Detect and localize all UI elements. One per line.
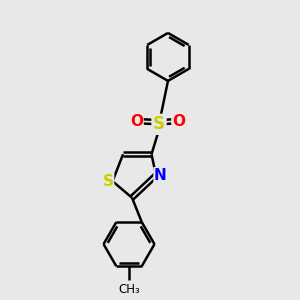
Text: O: O [130, 114, 143, 129]
Text: S: S [153, 115, 165, 133]
Text: O: O [172, 114, 185, 129]
Text: S: S [103, 174, 114, 189]
Text: N: N [154, 168, 167, 183]
Text: CH₃: CH₃ [118, 283, 140, 296]
